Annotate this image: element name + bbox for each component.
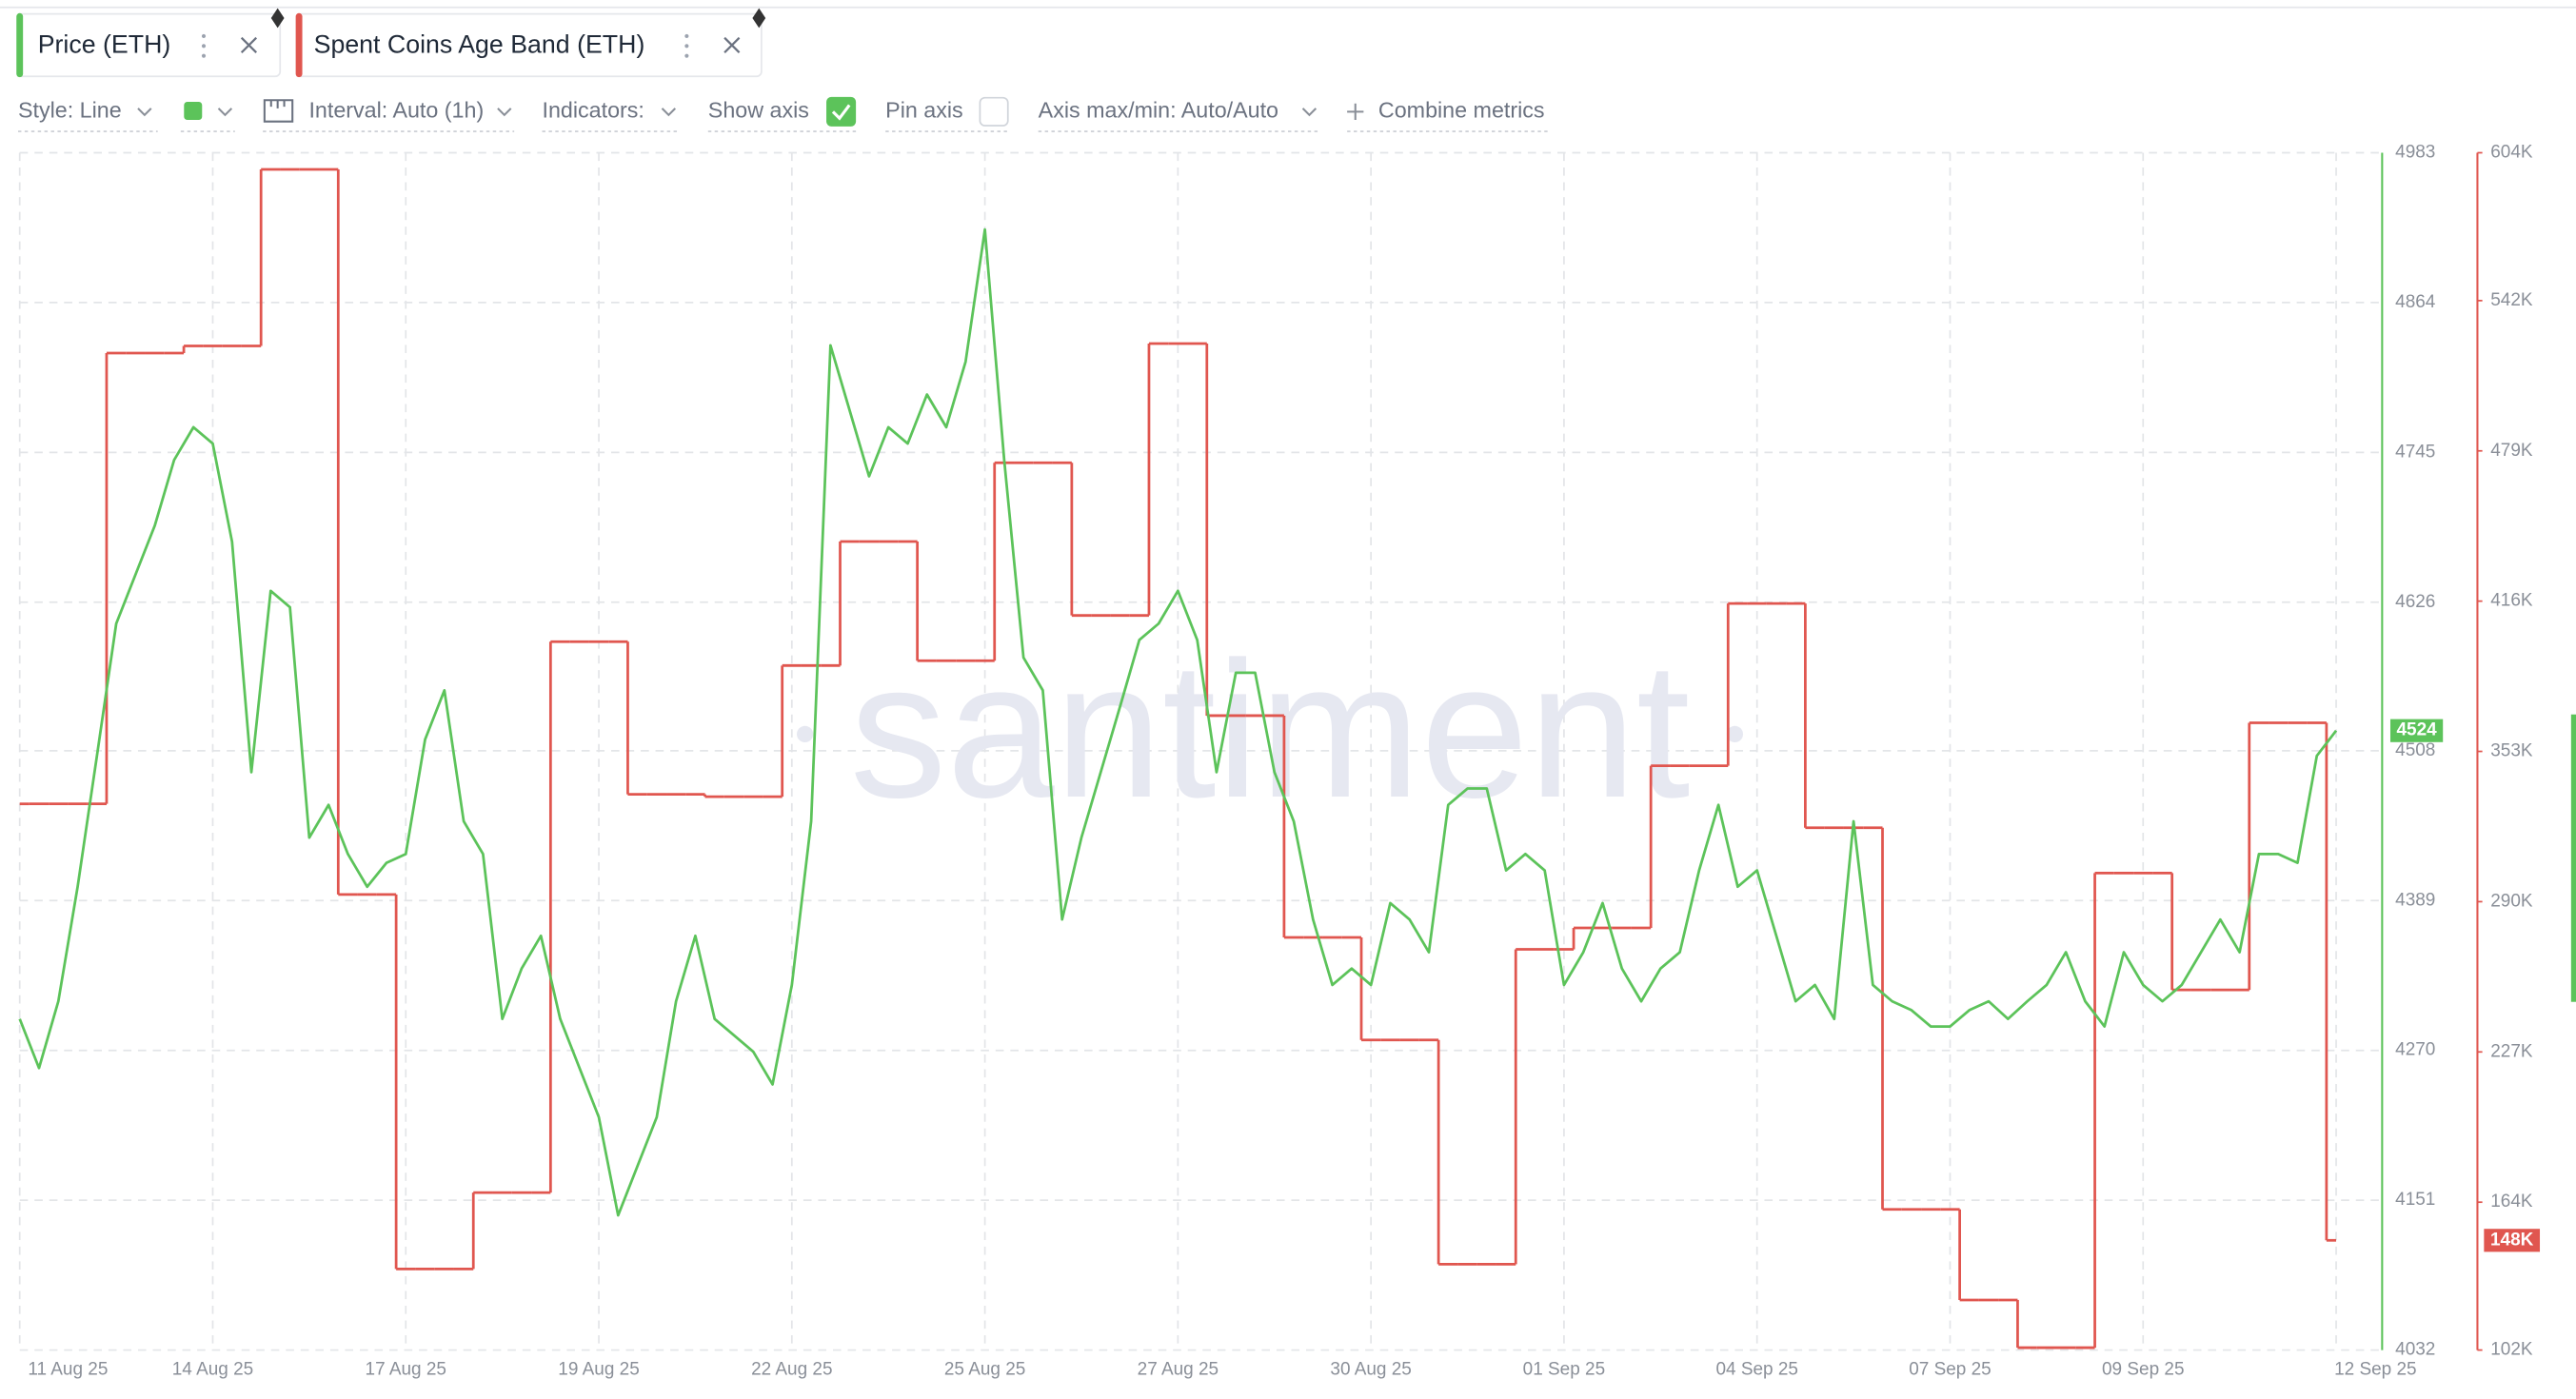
y-tick-label: 4626 [2395,592,2435,612]
x-tick-label: 22 Aug 25 [751,1359,832,1379]
chevron [217,108,233,117]
style-select[interactable]: Style: Line [18,98,122,123]
y2-tick-label: 353K [2490,741,2533,761]
interval-select[interactable]: Interval: Auto (1h) [308,98,484,123]
toolbar: Style: Line Interval: Auto (1h) Indicato… [17,96,1550,132]
chevron [497,108,512,117]
y2-tick-label: 102K [2490,1340,2533,1360]
chevron [661,108,677,117]
watermark-dot [1726,725,1744,743]
close-icon[interactable] [240,36,258,54]
x-tick-label: 07 Sep 25 [1909,1359,1991,1379]
x-tick-label: 14 Aug 25 [172,1359,253,1379]
x-tick-label: 27 Aug 25 [1138,1359,1219,1379]
chevron [1301,108,1318,117]
x-tick-label: 12 Sep 25 [2334,1359,2417,1379]
y2-tick-label: 290K [2490,891,2533,911]
x-tick-label: 25 Aug 25 [944,1359,1025,1379]
show-axis-label[interactable]: Show axis [708,98,809,123]
pin-axis-checkbox[interactable] [979,96,1009,127]
y2-tick-label: 164K [2490,1192,2533,1212]
x-tick-label: 17 Aug 25 [366,1359,446,1379]
y-tick-label: 4508 [2395,740,2435,760]
tab-color [16,12,24,78]
y2-tick-label: 227K [2490,1041,2533,1061]
indicators-select[interactable]: Indicators: [543,98,644,123]
tab-label: Spent Coins Age Band (ETH) [314,30,645,58]
x-tick-label: 04 Sep 25 [1715,1359,1798,1379]
check-icon [831,104,851,121]
menu-icon[interactable] [684,33,689,58]
plot [18,167,2338,1350]
y-tick-label: 4389 [2395,890,2435,910]
y-tick-label: 4983 [2395,143,2435,163]
value-badge-label: 148K [2490,1230,2534,1250]
y2-tick-label: 542K [2490,290,2533,310]
x-tick-label: 11 Aug 25 [28,1359,108,1379]
x-tick-label: 19 Aug 25 [558,1359,639,1379]
value-badge [2389,719,2444,742]
x-tick-label: 09 Sep 25 [2102,1359,2185,1379]
axes: 4032 4151 4270 4389 4508 4626 4745 4864 4983 102K… [28,143,2541,1379]
watermark-dot [796,725,814,743]
pin-axis-label[interactable]: Pin axis [885,98,963,123]
plus-icon [1347,103,1364,120]
show-axis-checkbox[interactable] [826,96,857,127]
tab-color [295,12,303,78]
x-tick-label: 30 Aug 25 [1330,1359,1411,1379]
value-badge-label: 4524 [2396,720,2437,740]
watermark-group: santiment [796,622,1744,838]
price-line [18,227,2338,1217]
y-tick-label: 4270 [2395,1040,2435,1060]
tab-label: Price (ETH) [38,30,171,58]
tab-spent[interactable]: Spent Coins Age Band (ETH) [295,12,763,78]
value-badge [2484,1229,2541,1252]
y-tick-label: 4745 [2395,442,2435,462]
y-tick-label: 4151 [2395,1190,2435,1210]
axis-minmax-select[interactable]: Axis max/min: Auto/Auto [1039,98,1278,123]
y2-tick-label: 479K [2490,441,2533,461]
y2-tick-label: 604K [2490,143,2533,163]
menu-icon[interactable] [201,33,207,58]
watermark: santiment [850,622,1691,838]
interval-icon [263,99,294,123]
y-tick-label: 4864 [2395,292,2435,312]
scroll-indicator [2570,714,2576,1002]
color-picker[interactable] [184,101,203,120]
tab-price[interactable]: Price (ETH) [16,12,282,78]
y2-tick-label: 416K [2490,591,2533,611]
x-tick-label: 01 Sep 25 [1523,1359,1606,1379]
combine-metrics-button[interactable]: Combine metrics [1378,98,1545,123]
grid [18,151,2383,1351]
chevron [137,108,152,117]
y-tick-label: 4032 [2395,1340,2435,1360]
close-icon[interactable] [723,36,741,54]
